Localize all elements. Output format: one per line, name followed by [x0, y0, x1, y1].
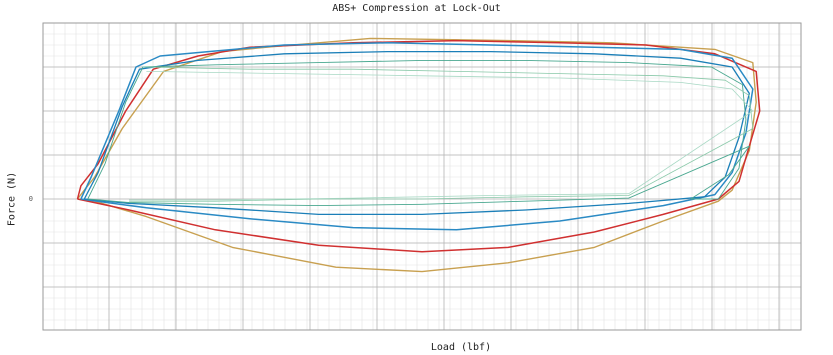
- series-line-2: [76, 39, 761, 253]
- series-line-3: [80, 42, 754, 231]
- series-line-5: [87, 59, 750, 207]
- y-tick-label: 0: [29, 195, 33, 203]
- series-layer: [76, 37, 761, 273]
- minor-grid: [42, 22, 801, 330]
- series-line-4: [83, 50, 750, 216]
- plot-frame: [42, 22, 802, 331]
- major-grid: [43, 23, 801, 330]
- chart-title: ABS+ Compression at Lock-Out: [332, 3, 501, 14]
- series-line-6: [129, 66, 754, 202]
- series-line-7: [129, 71, 754, 201]
- x-axis-label: Load (lbf): [430, 342, 492, 353]
